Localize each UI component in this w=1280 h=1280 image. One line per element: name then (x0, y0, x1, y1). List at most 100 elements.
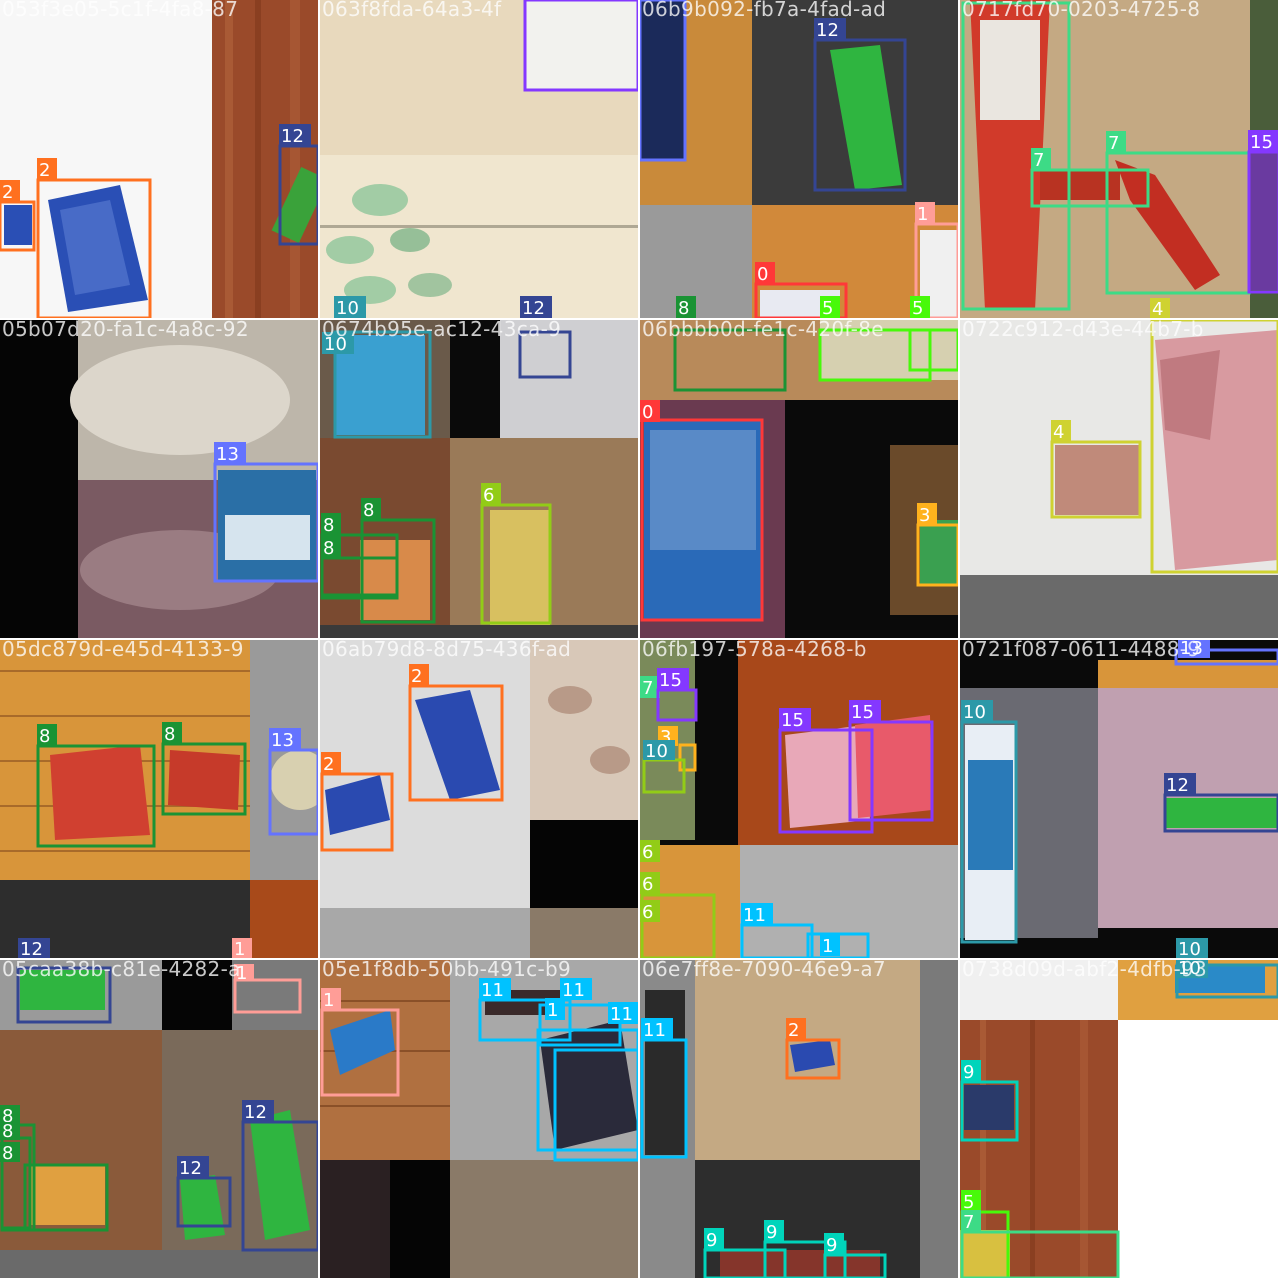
class-label: 9 (766, 1222, 777, 1243)
detection-box: 12 (1163, 773, 1278, 833)
tile-caption: 05b07d20-fa1c-4a8c-92 (2, 320, 249, 341)
detection-box: 8 (320, 536, 399, 600)
detection-layer: 10 8 8 8 6 (320, 330, 572, 625)
tile-caption: 0722c912-d43e-44b7-b (962, 320, 1204, 341)
detection-box: 11 (478, 978, 572, 1042)
detection-box: 8 (360, 498, 436, 624)
class-label: 3 (919, 505, 930, 526)
class-label: 1 (917, 204, 928, 225)
image-tile: 2 2 12 053f3e05-5c1f-4fa8-87 (0, 0, 318, 318)
class-label: 8 (2, 1143, 13, 1164)
class-label: 1 (822, 936, 833, 957)
tile-photo (640, 640, 958, 958)
detection-box: 4 (1150, 298, 1170, 318)
detection-layer: 0 3 (640, 328, 958, 622)
detection-layer: 2 2 12 (0, 124, 318, 318)
tile-caption: 053f3e05-5c1f-4fa8-87 (2, 0, 239, 21)
detection-box: 11 (640, 1018, 688, 1159)
detection-layer: 7 15 3 10 15 15 6 6 6 11 1 (640, 668, 934, 958)
detection-layer: 2 2 (320, 664, 504, 852)
detection-box: 9 (823, 1233, 887, 1278)
detection-box: 12 (241, 1100, 318, 1252)
class-label: 12 (244, 1102, 267, 1123)
detection-box: 5 (960, 1190, 1010, 1278)
detection-box: 0 (640, 400, 764, 622)
class-label: 6 (483, 485, 494, 506)
detection-box: 12 (176, 1156, 232, 1228)
detection-box: 1 (233, 963, 302, 1014)
tile-caption: 06bbbb0d-fe1c-420f-8e (642, 320, 884, 341)
detection-box: 8 (161, 722, 247, 816)
detection-box: 15 (1247, 130, 1278, 294)
class-label: 9 (963, 1062, 974, 1083)
class-label: 10 (324, 334, 347, 355)
image-tile: 2 2 06ab79d8-8d75-436f-ad (320, 640, 638, 958)
detection-box: 7 (1105, 131, 1251, 295)
detection-box (1150, 320, 1278, 574)
class-label: 4 (1152, 299, 1163, 318)
detection-box: 8 (0, 1121, 32, 1230)
tile-photo (0, 320, 318, 638)
class-label: 15 (659, 670, 682, 691)
detection-box: 15 (848, 700, 934, 822)
detection-box: 6 (640, 893, 716, 958)
tile-caption: 05dc879d-e45d-4133-9 (2, 640, 244, 661)
class-label: 5 (822, 298, 833, 318)
detection-box: 13 (268, 728, 318, 836)
tile-photo (0, 640, 318, 958)
class-label: 13 (216, 444, 239, 465)
class-label: 8 (2, 1106, 13, 1127)
class-label: 2 (411, 666, 422, 687)
detection-box: 3 (916, 503, 958, 587)
detection-box (640, 0, 687, 162)
tile-photo (640, 320, 958, 638)
detection-layer: 8 8 13 12 1 (18, 722, 318, 958)
class-label: 8 (323, 538, 334, 559)
class-label: 11 (643, 1020, 666, 1041)
image-tile: 7 7 15 4 0717fd70-0203-4725-8 (960, 0, 1278, 318)
detection-box: 8 (36, 724, 156, 848)
class-label: 13 (1180, 640, 1203, 659)
detection-box: 11 (553, 1002, 638, 1162)
class-label: 1 (323, 990, 334, 1011)
detection-box: 10 (1175, 960, 1278, 999)
tile-caption: 05e1f8db-50bb-491c-b9 (322, 960, 572, 981)
image-tile: 9 5 7 10 0738d09d-abf2-4dfb-93 (960, 960, 1278, 1278)
class-label: 12 (816, 20, 839, 41)
detection-box: 7 (1030, 148, 1150, 208)
class-label: 7 (1033, 150, 1044, 171)
detection-box: 6 (640, 872, 660, 895)
detection-box (523, 0, 638, 92)
class-label: 6 (642, 874, 653, 895)
class-label: 10 (1178, 939, 1201, 958)
class-label: 10 (963, 702, 986, 723)
detection-box: 11 (538, 978, 622, 1047)
tile-caption: 06ab79d8-8d75-436f-ad (322, 640, 572, 661)
tile-caption: 05caa38b-c81e-4282-a (2, 960, 241, 981)
tile-photo (320, 960, 638, 1278)
detection-box: 4 (1050, 420, 1142, 519)
class-label: 13 (271, 730, 294, 751)
detection-box: 11 (740, 903, 814, 958)
detection-layer: 1 8 8 8 12 12 (0, 963, 318, 1252)
image-tile: 2 11 9 9 9 06e7ff8e-7090-46e9-a7 (640, 960, 958, 1278)
class-label: 2 (39, 160, 50, 181)
class-label: 8 (39, 726, 50, 747)
class-label: 5 (912, 298, 923, 318)
detection-box: 2 (408, 664, 504, 802)
detection-box: 9 (763, 1220, 847, 1278)
class-label: 12 (1166, 775, 1189, 796)
tile-caption: 0717fd70-0203-4725-8 (962, 0, 1201, 21)
class-label: 8 (164, 724, 175, 745)
image-tile: 0 3 06bbbb0d-fe1c-420f-8e (640, 320, 958, 638)
class-label: 8 (678, 298, 689, 318)
detection-box: 5 (910, 296, 930, 318)
detection-box (818, 328, 932, 382)
detection-box: 5 (820, 296, 840, 318)
image-tile: 10 8 8 8 6 0674b95e-ac12-43ca-9 (320, 320, 638, 638)
detection-box: 13 (213, 442, 318, 583)
detection-box: 8 (676, 296, 696, 318)
image-tile: 12 1 0 8 5 5 06b9b092-fb7a-4fad-ad (640, 0, 958, 318)
tile-photo (960, 320, 1278, 638)
